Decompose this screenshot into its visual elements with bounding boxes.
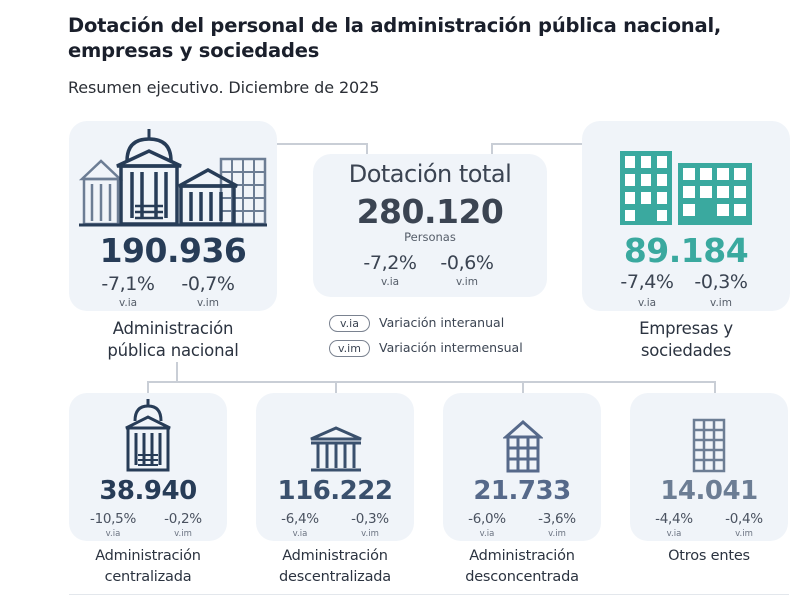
- desconcentrada-vim-label: v.im: [548, 529, 566, 539]
- bottom-divider: [69, 594, 789, 595]
- connector-line: [522, 381, 524, 393]
- government-buildings-icon: [79, 129, 267, 227]
- subgroup-card-desconcentrada: 21.733 -6,0% -3,6% v.ia v.im: [443, 393, 601, 541]
- house-building-icon: [503, 419, 543, 473]
- descentralizada-via-label: v.ia: [292, 529, 308, 539]
- connector-line: [491, 143, 493, 155]
- connector-line: [147, 381, 149, 393]
- otros-via-label: v.ia: [666, 529, 682, 539]
- total-card: Dotación total 280.120 Personas -7,2% -0…: [313, 154, 547, 297]
- desconcentrada-caption: Administración desconcentrada: [465, 548, 579, 585]
- connector-line: [276, 143, 367, 145]
- apn-via-label: v.ia: [118, 297, 138, 309]
- apn-vim-label: v.im: [197, 297, 219, 309]
- empresas-card: 89.184 -7,4% -0,3% v.ia v.im: [582, 121, 790, 311]
- total-vim-label: v.im: [456, 276, 478, 288]
- total-vim-value: -0,6%: [440, 252, 494, 274]
- centralizada-via-label: v.ia: [105, 529, 121, 539]
- centralizada-via-value: -10,5%: [90, 511, 136, 527]
- descentralizada-caption: Administración descentralizada: [279, 548, 391, 585]
- total-value: 280.120: [356, 192, 504, 231]
- connector-line: [491, 143, 583, 145]
- empresas-caption: Empresas y sociedades: [639, 319, 733, 360]
- centralizada-value: 38.940: [99, 476, 197, 506]
- connector-line: [176, 362, 178, 382]
- connector-line: [366, 143, 368, 155]
- columned-building-icon: [310, 426, 362, 472]
- desconcentrada-via-label: v.ia: [479, 529, 495, 539]
- descentralizada-vim-value: -0,3%: [351, 511, 389, 527]
- otros-via-value: -4,4%: [655, 511, 693, 527]
- legend-vim-pill: v.im: [329, 340, 370, 357]
- total-unit: Personas: [404, 230, 456, 244]
- legend-vim-text: Variación intermensual: [379, 340, 523, 355]
- page-title: Dotación del personal de la administraci…: [68, 14, 722, 62]
- office-towers-icon: [620, 151, 752, 225]
- subgroup-card-otros: 14.041 -4,4% -0,4% v.ia v.im: [630, 393, 788, 541]
- centralizada-vim-label: v.im: [174, 529, 192, 539]
- capitol-icon: [125, 399, 171, 472]
- centralizada-caption: Administración centralizada: [95, 548, 201, 585]
- desconcentrada-via-value: -6,0%: [468, 511, 506, 527]
- tower-building-icon: [692, 418, 726, 473]
- apn-value: 190.936: [99, 231, 247, 270]
- desconcentrada-value: 21.733: [473, 476, 571, 506]
- total-title: Dotación total: [348, 160, 512, 188]
- apn-caption: Administración pública nacional: [107, 319, 239, 360]
- otros-value: 14.041: [660, 476, 758, 506]
- connector-line: [335, 381, 337, 393]
- connector-line: [714, 381, 716, 393]
- total-via-value: -7,2%: [363, 252, 417, 274]
- empresas-vim-value: -0,3%: [694, 271, 748, 293]
- otros-vim-value: -0,4%: [725, 511, 763, 527]
- total-via-label: v.ia: [380, 276, 400, 288]
- otros-caption: Otros entes: [668, 548, 750, 564]
- empresas-value: 89.184: [623, 231, 749, 270]
- connector-line: [147, 381, 715, 383]
- descentralizada-vim-label: v.im: [361, 529, 379, 539]
- empresas-vim-label: v.im: [710, 297, 732, 309]
- legend-via-pill: v.ia: [329, 315, 370, 332]
- descentralizada-value: 116.222: [277, 476, 393, 506]
- legend-via-text: Variación interanual: [379, 315, 505, 330]
- descentralizada-via-value: -6,4%: [281, 511, 319, 527]
- apn-card: 190.936 -7,1% -0,7% v.ia v.im: [69, 121, 277, 311]
- page-subtitle: Resumen ejecutivo. Diciembre de 2025: [68, 78, 380, 97]
- centralizada-vim-value: -0,2%: [164, 511, 202, 527]
- apn-via-value: -7,1%: [101, 273, 155, 295]
- apn-vim-value: -0,7%: [181, 273, 235, 295]
- empresas-via-value: -7,4%: [620, 271, 674, 293]
- subgroup-card-centralizada: 38.940 -10,5% -0,2% v.ia v.im: [69, 393, 227, 541]
- desconcentrada-vim-value: -3,6%: [538, 511, 576, 527]
- subgroup-card-descentralizada: 116.222 -6,4% -0,3% v.ia v.im: [256, 393, 414, 541]
- empresas-via-label: v.ia: [637, 297, 657, 309]
- otros-vim-label: v.im: [735, 529, 753, 539]
